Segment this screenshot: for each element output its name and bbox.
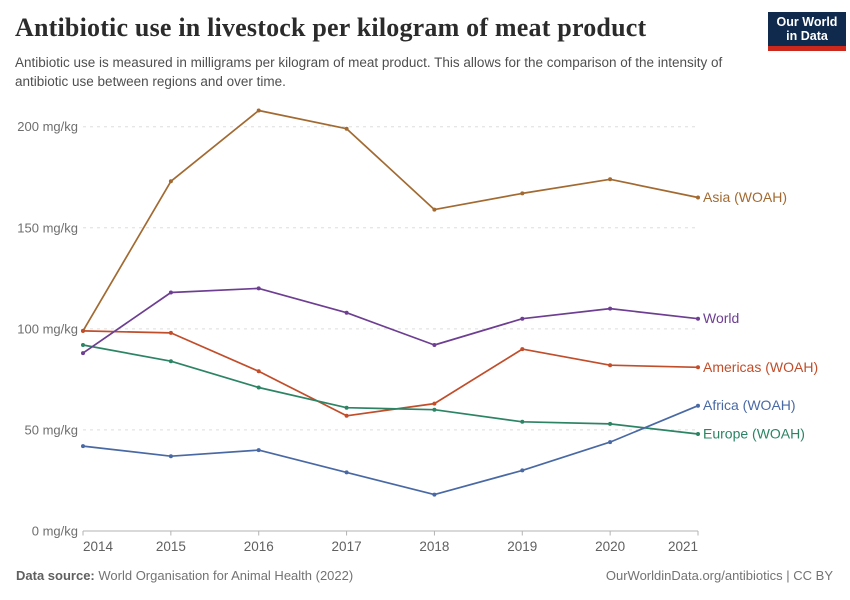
owid-logo-line-1: Our World [776, 14, 838, 29]
y-tick-label-150: 150 mg/kg [17, 220, 78, 235]
legend-label-asia-woah[interactable]: Asia (WOAH) [703, 189, 787, 205]
x-tick-label-2020: 2020 [595, 539, 625, 554]
data-point-europe-woah-2014 [81, 343, 85, 347]
data-point-americas-woah-2017 [344, 413, 349, 418]
data-point-world-2016 [256, 286, 261, 291]
data-point-americas-woah-2015 [168, 330, 173, 335]
data-point-africa-woah-2019 [520, 468, 525, 473]
data-point-world-2021 [696, 316, 700, 321]
legend-label-europe-woah[interactable]: Europe (WOAH) [703, 426, 805, 442]
data-point-europe-woah-2018 [432, 407, 437, 412]
data-point-africa-woah-2018 [432, 492, 437, 497]
owid-logo[interactable]: Our World in Data [768, 12, 846, 51]
series-line-africa-woah[interactable] [82, 404, 699, 496]
y-tick-label-200: 200 mg/kg [17, 119, 78, 134]
y-tick-label-0: 0 mg/kg [32, 524, 78, 539]
x-tick-label-2021: 2021 [668, 539, 698, 554]
data-point-americas-woah-2021 [696, 365, 700, 370]
page-title: Antibiotic use in livestock per kilogram… [15, 13, 647, 42]
owid-logo-line-2: in Data [786, 29, 828, 43]
data-source-note: Data source: World Organisation for Anim… [16, 568, 353, 583]
y-tick-label-100: 100 mg/kg [17, 321, 78, 336]
data-point-europe-woah-2017 [344, 405, 349, 410]
x-tick-label-2014: 2014 [83, 539, 114, 554]
data-point-asia-woah-2016 [256, 108, 261, 113]
x-tick-label-2019: 2019 [507, 539, 537, 554]
source-name: World Organisation for Animal Health (20… [98, 568, 354, 583]
data-point-africa-woah-2021 [696, 403, 700, 408]
data-point-world-2020 [608, 306, 613, 311]
data-point-africa-woah-2017 [344, 470, 349, 475]
data-point-asia-woah-2020 [608, 177, 613, 182]
data-point-asia-woah-2017 [344, 126, 349, 131]
data-point-europe-woah-2019 [520, 419, 525, 424]
x-tick-label-2017: 2017 [332, 539, 362, 554]
legend-label-world[interactable]: World [703, 310, 739, 326]
source-label: Data source: [16, 568, 95, 583]
owid-logo-accent-bar [768, 46, 846, 51]
x-tick-label-2016: 2016 [244, 539, 274, 554]
data-point-asia-woah-2019 [520, 191, 525, 196]
data-point-world-2019 [520, 316, 525, 321]
data-point-world-2014 [81, 351, 85, 356]
data-point-europe-woah-2016 [256, 385, 261, 390]
data-point-europe-woah-2015 [168, 359, 173, 364]
legend-label-americas-woah[interactable]: Americas (WOAH) [703, 359, 818, 375]
data-point-asia-woah-2015 [168, 179, 173, 184]
license-note[interactable]: OurWorldinData.org/antibiotics | CC BY [605, 568, 833, 583]
data-point-africa-woah-2020 [608, 440, 613, 445]
owid-logo-text: Our World in Data [768, 12, 846, 46]
x-tick-label-2018: 2018 [419, 539, 449, 554]
data-point-americas-woah-2020 [608, 363, 613, 368]
data-point-africa-woah-2016 [256, 448, 261, 453]
data-point-world-2015 [168, 290, 173, 295]
data-point-africa-woah-2014 [81, 444, 85, 449]
data-point-world-2018 [432, 343, 437, 347]
x-tick-label-2015: 2015 [156, 539, 186, 554]
data-point-europe-woah-2021 [696, 432, 700, 436]
y-tick-label-50: 50 mg/kg [25, 422, 78, 437]
data-point-asia-woah-2018 [432, 207, 437, 212]
series-line-americas-woah[interactable] [82, 330, 699, 417]
series-line-world[interactable] [82, 287, 699, 354]
chart-subtitle: Antibiotic use is measured in milligrams… [15, 55, 723, 90]
data-point-americas-woah-2018 [432, 401, 437, 406]
data-point-world-2017 [344, 310, 349, 315]
data-point-europe-woah-2020 [608, 421, 613, 426]
data-point-americas-woah-2016 [256, 369, 261, 374]
data-point-africa-woah-2015 [168, 454, 173, 459]
data-point-americas-woah-2014 [81, 328, 85, 333]
series-line-europe-woah[interactable] [82, 344, 699, 435]
data-point-asia-woah-2021 [696, 195, 700, 200]
data-point-americas-woah-2019 [520, 347, 525, 352]
series-line-asia-woah[interactable] [82, 109, 699, 332]
legend-label-africa-woah[interactable]: Africa (WOAH) [703, 397, 796, 413]
